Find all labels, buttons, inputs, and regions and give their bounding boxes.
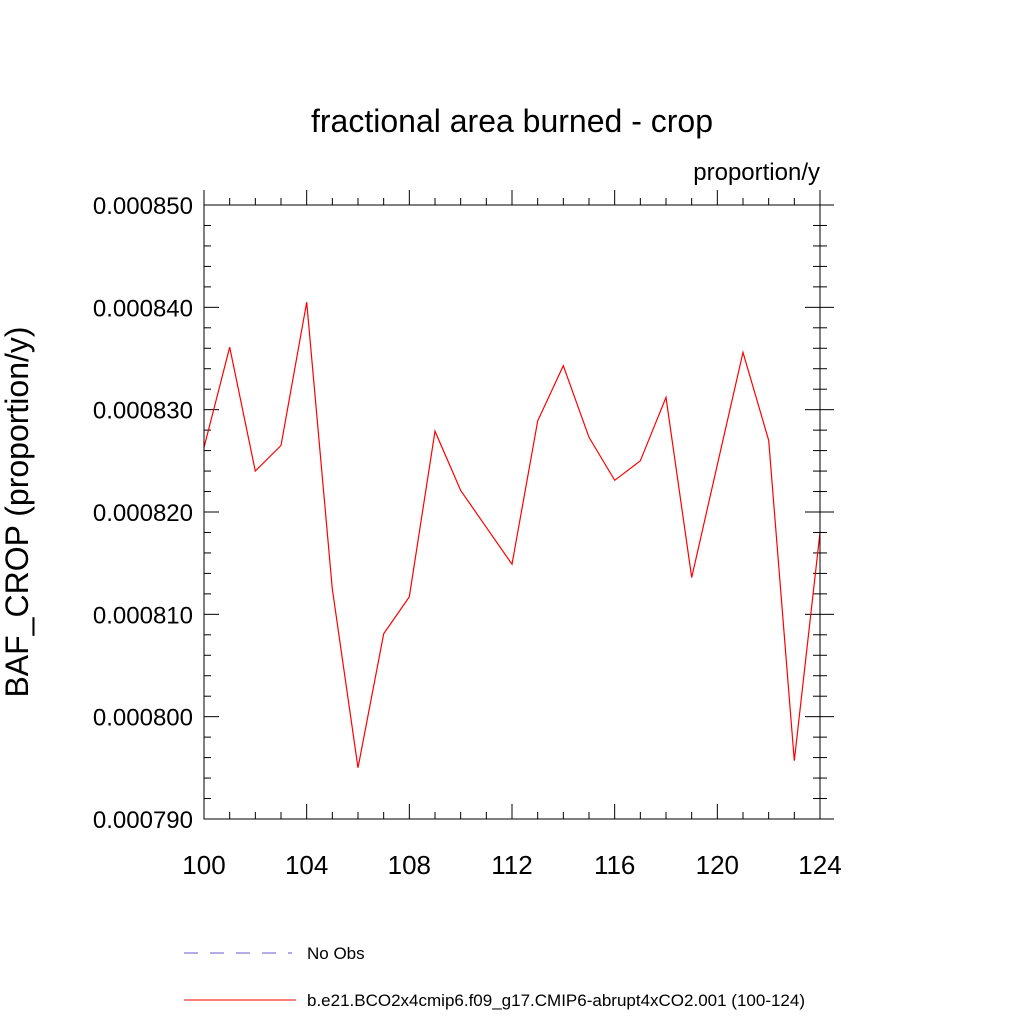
chart-title: fractional area burned - crop [311, 103, 713, 139]
y-tick-label: 0.000850 [93, 193, 193, 220]
data-series [203, 302, 821, 768]
axis-ticks [203, 190, 834, 820]
x-tick-label: 100 [182, 850, 225, 880]
legend-no-obs-label: No Obs [307, 944, 365, 963]
y-tick-label: 0.000810 [93, 602, 193, 629]
axis-tick-labels: 100 104 108 112 116 120 124 0.000790 0.000800 0.0… [93, 193, 842, 880]
legend-series-label: b.e21.BCO2x4cmip6.f09_g17.CMIP6-abrupt4x… [307, 991, 805, 1010]
y-tick-label: 0.000830 [93, 398, 193, 425]
x-tick-label: 120 [696, 850, 739, 880]
units-label: proportion/y [693, 159, 820, 186]
y-tick-label: 0.000790 [93, 807, 193, 834]
x-tick-label: 108 [388, 850, 431, 880]
x-tick-label: 116 [594, 850, 635, 880]
x-tick-label: 112 [491, 850, 532, 880]
legend: No Obs b.e21.BCO2x4cmip6.f09_g17.CMIP6-a… [184, 944, 805, 1010]
x-tick-label: 104 [285, 850, 328, 880]
plot-frame [203, 204, 821, 820]
y-tick-label: 0.000800 [93, 705, 193, 732]
series-line [203, 302, 821, 768]
y-tick-label: 0.000840 [93, 295, 193, 322]
x-tick-label: 124 [798, 850, 841, 880]
y-axis-label: BAF_CROP (proportion/y) [0, 326, 35, 697]
y-tick-label: 0.000820 [93, 500, 193, 527]
